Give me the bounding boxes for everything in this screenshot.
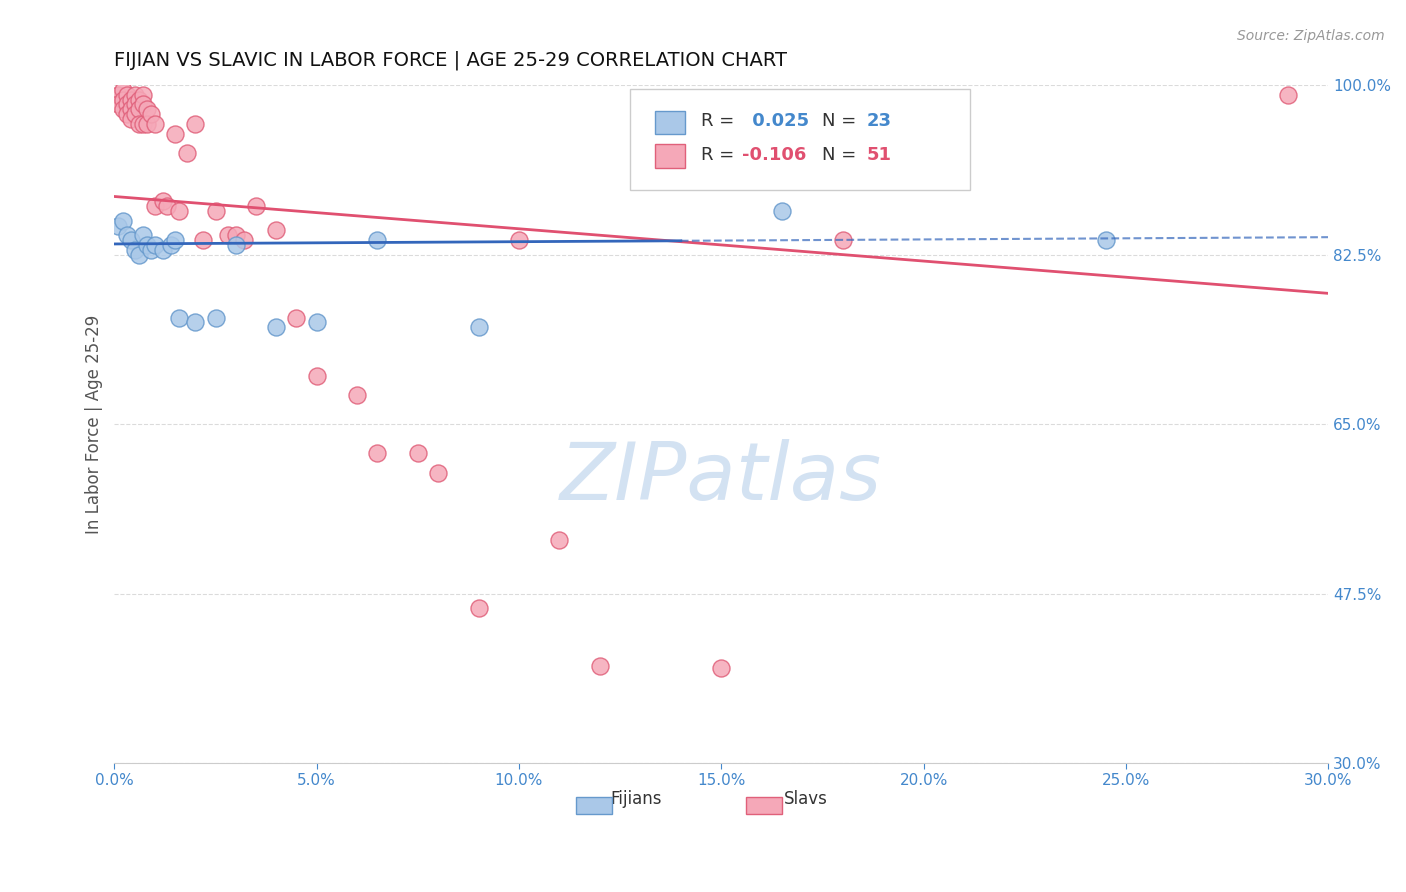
Point (111, 93, 134, 107)
Point (132, 228, 155, 243)
FancyBboxPatch shape (655, 145, 685, 169)
Point (467, 320, 489, 334)
Point (115, 97, 138, 112)
Point (128, 117, 150, 131)
Point (111, 213, 134, 227)
Point (135, 103, 157, 117)
Point (107, 87, 129, 102)
Text: -0.106: -0.106 (742, 146, 806, 164)
Point (204, 204, 226, 219)
Point (346, 388, 368, 402)
Point (245, 199, 267, 213)
Point (132, 87, 155, 102)
Point (135, 117, 157, 131)
Point (156, 199, 179, 213)
Point (406, 446, 429, 460)
Point (115, 107, 138, 121)
Point (167, 310, 190, 325)
Text: ZIPatlas: ZIPatlas (560, 440, 883, 517)
Point (165, 233, 187, 247)
FancyBboxPatch shape (630, 88, 970, 190)
Point (217, 228, 239, 243)
Point (124, 97, 146, 112)
Point (124, 107, 146, 121)
Point (143, 117, 166, 131)
Point (115, 228, 138, 243)
Text: R =: R = (700, 146, 740, 164)
Point (135, 238, 157, 252)
FancyBboxPatch shape (745, 797, 782, 814)
Point (120, 103, 142, 117)
Point (770, 204, 793, 219)
Text: 51: 51 (868, 146, 891, 164)
Point (107, 219, 129, 233)
Point (184, 315, 207, 329)
Text: N =: N = (823, 146, 862, 164)
Point (193, 233, 215, 247)
Point (305, 368, 328, 383)
Point (366, 233, 388, 247)
Point (152, 243, 174, 257)
Point (165, 127, 187, 141)
Point (1277, 87, 1299, 102)
Point (264, 223, 287, 237)
Text: Slavs: Slavs (785, 789, 828, 808)
Point (167, 204, 190, 219)
Point (225, 228, 247, 243)
Point (508, 233, 530, 247)
Point (589, 659, 612, 673)
Point (124, 87, 146, 102)
Text: R =: R = (700, 112, 740, 130)
Text: 23: 23 (868, 112, 891, 130)
Point (366, 446, 388, 460)
Point (120, 233, 142, 247)
Text: 0.025: 0.025 (745, 112, 808, 130)
Point (204, 310, 226, 325)
Point (120, 112, 142, 126)
Point (111, 103, 134, 117)
Text: FIJIAN VS SLAVIC IN LABOR FORCE | AGE 25-29 CORRELATION CHART: FIJIAN VS SLAVIC IN LABOR FORCE | AGE 25… (114, 51, 787, 70)
Point (176, 145, 198, 160)
Text: Source: ZipAtlas.com: Source: ZipAtlas.com (1237, 29, 1385, 43)
Text: N =: N = (823, 112, 862, 130)
Point (305, 315, 328, 329)
Point (152, 194, 174, 209)
Point (128, 247, 150, 261)
Point (132, 117, 155, 131)
Point (225, 238, 247, 252)
Y-axis label: In Labor Force | Age 25-29: In Labor Force | Age 25-29 (86, 315, 103, 533)
Point (128, 103, 150, 117)
Point (184, 117, 207, 131)
Point (285, 310, 308, 325)
Point (107, 97, 129, 112)
Point (467, 601, 489, 615)
FancyBboxPatch shape (655, 111, 685, 135)
Point (139, 243, 162, 257)
Point (111, 83, 134, 97)
Point (120, 93, 142, 107)
Point (548, 533, 571, 548)
Point (115, 87, 138, 102)
Point (264, 320, 287, 334)
Point (143, 199, 166, 213)
Point (160, 238, 183, 252)
Point (710, 661, 733, 675)
Point (143, 238, 166, 252)
Point (124, 243, 146, 257)
Point (139, 107, 162, 121)
Point (831, 233, 853, 247)
Point (128, 93, 150, 107)
FancyBboxPatch shape (575, 797, 612, 814)
Point (1094, 233, 1116, 247)
Point (427, 466, 450, 480)
Point (132, 97, 155, 112)
Text: Fijians: Fijians (610, 789, 662, 808)
Point (232, 233, 254, 247)
